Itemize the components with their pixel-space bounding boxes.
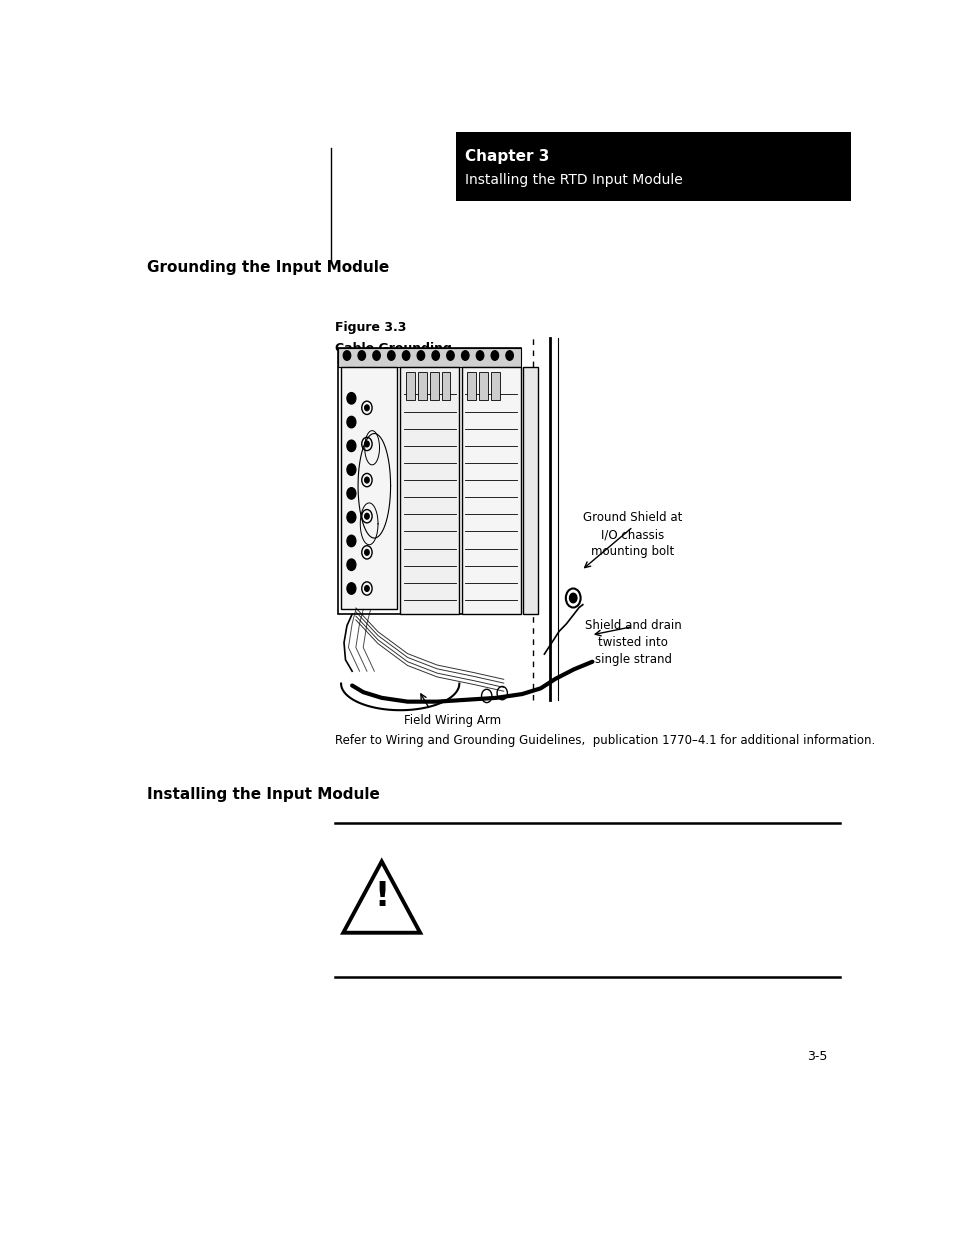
Circle shape <box>364 405 369 411</box>
Circle shape <box>347 440 355 452</box>
Text: Refer to Wiring and Grounding Guidelines,  publication 1770–4.1 for additional i: Refer to Wiring and Grounding Guidelines… <box>335 734 875 747</box>
Circle shape <box>343 351 351 361</box>
Polygon shape <box>343 862 419 932</box>
Circle shape <box>357 351 365 361</box>
Circle shape <box>461 351 469 361</box>
Circle shape <box>416 351 424 361</box>
Circle shape <box>387 351 395 361</box>
Bar <box>467 372 476 400</box>
Circle shape <box>491 351 498 361</box>
Circle shape <box>364 441 369 447</box>
Bar <box>522 367 537 614</box>
Circle shape <box>373 351 380 361</box>
Text: Field Wiring Arm: Field Wiring Arm <box>403 714 500 727</box>
Circle shape <box>347 488 355 499</box>
Circle shape <box>364 514 369 519</box>
Bar <box>491 372 499 400</box>
Circle shape <box>402 351 410 361</box>
Circle shape <box>364 550 369 556</box>
Bar <box>478 372 488 400</box>
Circle shape <box>347 559 355 571</box>
Bar <box>337 348 521 367</box>
Text: Installing the RTD Input Module: Installing the RTD Input Module <box>464 173 681 186</box>
Text: 3-5: 3-5 <box>806 1050 826 1063</box>
Text: Cable Grounding: Cable Grounding <box>335 342 452 356</box>
Text: Grounding the Input Module: Grounding the Input Module <box>147 261 389 275</box>
Circle shape <box>505 351 513 361</box>
Circle shape <box>446 351 454 361</box>
Text: Ground Shield at
I/O chassis
mounting bolt: Ground Shield at I/O chassis mounting bo… <box>583 511 682 558</box>
Circle shape <box>347 464 355 475</box>
Bar <box>406 372 415 400</box>
Text: !: ! <box>374 881 389 913</box>
Bar <box>341 367 396 609</box>
Text: Figure 3.3: Figure 3.3 <box>335 321 406 335</box>
Circle shape <box>347 393 355 404</box>
Bar <box>337 348 521 614</box>
Text: Chapter 3: Chapter 3 <box>464 149 548 164</box>
Bar <box>461 367 520 614</box>
Bar <box>400 367 459 614</box>
Circle shape <box>432 351 439 361</box>
Text: Installing the Input Module: Installing the Input Module <box>147 787 380 803</box>
Circle shape <box>347 583 355 594</box>
Bar <box>429 372 438 400</box>
Circle shape <box>364 477 369 483</box>
Circle shape <box>364 585 369 592</box>
Circle shape <box>347 511 355 522</box>
Text: Shield and drain
twisted into
single strand: Shield and drain twisted into single str… <box>584 619 680 666</box>
Circle shape <box>347 416 355 427</box>
Circle shape <box>347 535 355 547</box>
Circle shape <box>569 593 577 603</box>
Bar <box>456 132 850 200</box>
Bar <box>417 372 426 400</box>
Circle shape <box>476 351 483 361</box>
Bar <box>441 372 450 400</box>
